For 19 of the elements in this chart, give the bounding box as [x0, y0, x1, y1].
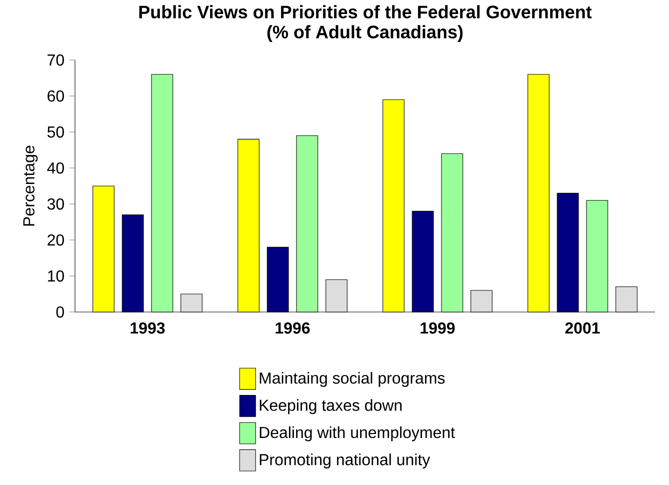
y-tick-label: 30	[47, 198, 64, 210]
chart-title: Public Views on Priorities of the Federal Government	[139, 5, 592, 18]
x-tick-label: 1999	[420, 322, 455, 334]
chart-subtitle: (% of Adult Canadians)	[267, 25, 463, 42]
y-tick-label: 40	[47, 162, 64, 174]
y-tick-label: 70	[48, 54, 64, 66]
y-tick-label: 10	[48, 270, 64, 282]
x-tick-label: 1993	[130, 322, 165, 334]
legend-label: Maintaing social programs	[260, 372, 445, 387]
y-tick-label: 60	[48, 90, 64, 102]
legend-label: Keeping taxes down	[260, 399, 402, 414]
y-tick-label: 0	[56, 306, 64, 318]
y-axis-title: Percentage	[23, 146, 38, 226]
y-tick-label: 50	[47, 126, 64, 138]
legend-label: Promoting national unity	[260, 454, 430, 468]
x-tick-label: 1996	[276, 322, 310, 334]
legend-label: Dealing with unemployment	[260, 426, 455, 442]
x-tick-label: 2001	[565, 322, 600, 334]
y-tick-label: 20	[48, 234, 64, 246]
